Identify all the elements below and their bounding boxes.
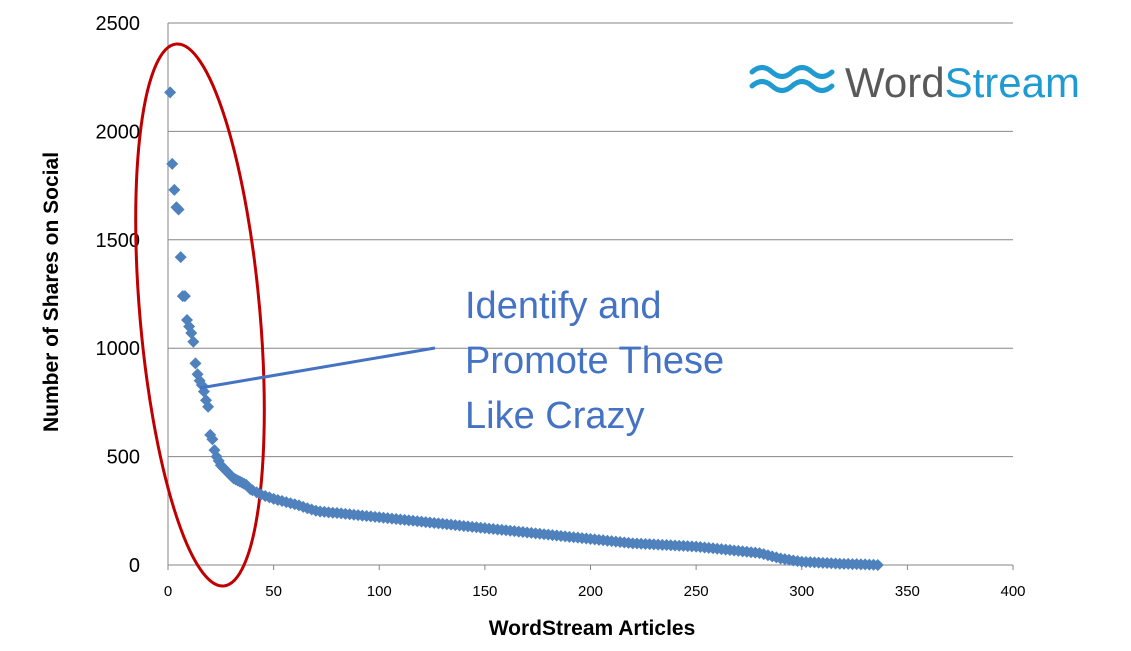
x-tick-label: 0 — [164, 583, 172, 600]
callout-annotation: Identify and Promote These Like Crazy — [465, 285, 724, 437]
data-point — [174, 251, 187, 264]
data-point — [166, 157, 179, 170]
y-tick-label: 0 — [129, 555, 140, 577]
data-point — [178, 290, 191, 303]
logo-stream: Stream — [945, 59, 1080, 106]
data-point — [871, 559, 884, 571]
wave-icon — [749, 65, 835, 93]
data-point — [168, 183, 181, 196]
x-tick-label: 300 — [789, 583, 814, 600]
callout-line-text: Identify and — [465, 285, 661, 327]
highlight-ellipse — [134, 42, 266, 588]
y-tick-label: 1500 — [96, 230, 141, 252]
callout-line-text: Promote These — [465, 340, 724, 382]
y-tick-label: 500 — [107, 447, 140, 469]
x-tick-label: 50 — [265, 583, 282, 600]
x-tick-label: 250 — [684, 583, 709, 600]
data-points — [164, 86, 884, 571]
callout-line-text: Like Crazy — [465, 395, 645, 437]
x-tick-label: 150 — [472, 583, 497, 600]
x-axis-title: WordStream Articles — [489, 617, 696, 640]
data-point — [172, 203, 185, 216]
x-tick-label: 100 — [367, 583, 392, 600]
logo-text: WordStream — [845, 59, 1080, 106]
callout-arrow — [199, 346, 436, 390]
logo-word: Word — [845, 59, 945, 106]
data-point — [185, 327, 198, 340]
x-tick-label: 200 — [578, 583, 603, 600]
x-tick-label: 400 — [1000, 583, 1025, 600]
data-point — [189, 357, 202, 370]
data-point — [187, 335, 200, 348]
y-tick-label: 2500 — [96, 13, 141, 35]
y-axis-title: Number of Shares on Social — [40, 152, 63, 432]
x-tick-label: 350 — [895, 583, 920, 600]
wordstream-logo: WordStream — [749, 59, 1080, 106]
data-point — [206, 433, 219, 446]
gridlines — [168, 22, 1013, 458]
data-point — [202, 400, 215, 413]
y-tick-label: 2000 — [96, 121, 141, 143]
data-point — [164, 86, 177, 99]
y-tick-label: 1000 — [96, 338, 141, 360]
axes: 0 500 1000 1500 2000 2500 0 50 100 150 200 250 300 35… — [96, 13, 1026, 600]
